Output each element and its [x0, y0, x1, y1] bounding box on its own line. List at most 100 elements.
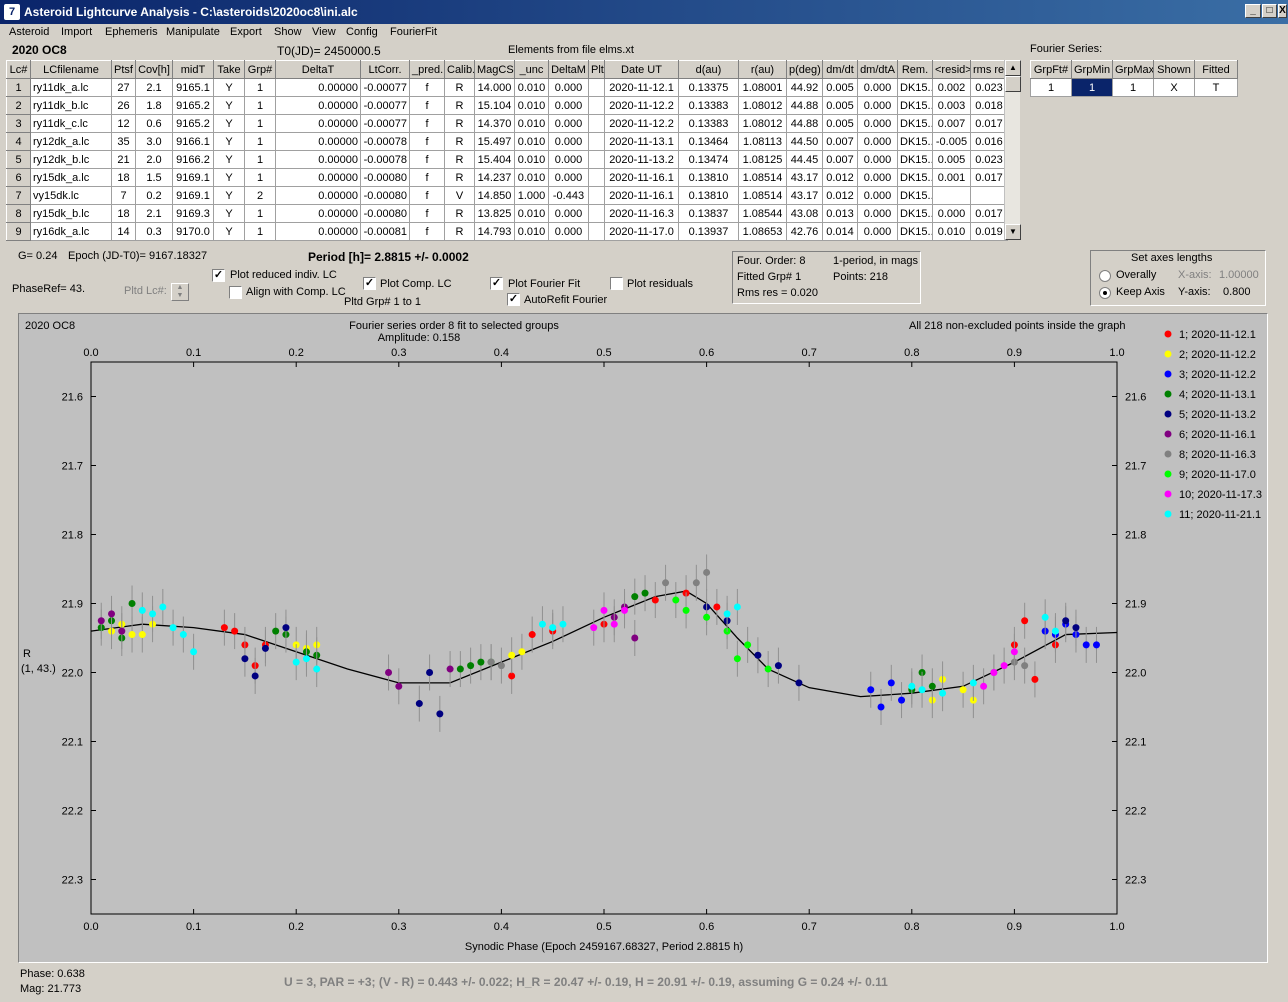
column-header[interactable]: LCfilename [30, 60, 112, 79]
plot-comp-checkbox[interactable]: ✓ [363, 277, 376, 290]
table-cell[interactable]: 9169.1 [172, 168, 214, 187]
table-cell[interactable]: 0.019 [970, 222, 1008, 241]
keep-axis-radio[interactable] [1099, 287, 1111, 299]
fourier-column-header[interactable]: GrpMin [1071, 60, 1113, 79]
table-cell[interactable]: 0.007 [822, 150, 858, 169]
table-cell[interactable]: 0.023 [970, 150, 1008, 169]
minimize-button[interactable]: _ [1245, 4, 1261, 18]
column-header[interactable]: Rem. [897, 60, 933, 79]
table-cell[interactable]: 0.13383 [678, 96, 739, 115]
table-cell[interactable]: 0.13464 [678, 132, 739, 151]
table-cell[interactable]: 15.404 [474, 150, 515, 169]
table-cell[interactable]: 2020-11-13.1 [604, 132, 679, 151]
table-cell[interactable]: DK15.. [897, 168, 933, 187]
table-cell[interactable]: DK15.. [897, 78, 933, 97]
table-cell[interactable]: 0.010 [514, 114, 549, 133]
column-header[interactable]: rms res [970, 60, 1008, 79]
column-header[interactable]: <resid> [932, 60, 971, 79]
table-cell[interactable]: ry11dk_a.lc [30, 78, 112, 97]
table-cell[interactable]: 14.370 [474, 114, 515, 133]
table-cell[interactable]: 2020-11-16.1 [604, 186, 679, 205]
table-cell[interactable]: 26 [111, 96, 136, 115]
row-number[interactable]: 5 [6, 150, 31, 169]
table-cell[interactable] [932, 186, 971, 205]
table-cell[interactable] [588, 204, 605, 223]
table-cell[interactable]: 2020-11-16.1 [604, 168, 679, 187]
table-cell[interactable]: 0.00000 [275, 132, 361, 151]
table-row[interactable]: 7 vy15dk.lc 7 0.2 9169.1 Y 2 0.00000 -0.00080 f V 1… [6, 186, 1008, 205]
table-row[interactable]: 4 ry12dk_a.lc 35 3.0 9166.1 Y 1 0.00000 -0.00078… [6, 132, 1008, 151]
table-cell[interactable]: f [409, 168, 445, 187]
column-header[interactable]: Ptsf [111, 60, 136, 79]
table-cell[interactable]: 0.007 [822, 132, 858, 151]
table-cell[interactable]: 0.000 [932, 204, 971, 223]
menu-asteroid[interactable]: Asteroid [9, 26, 50, 38]
table-cell[interactable]: 2020-11-17.0 [604, 222, 679, 241]
fourier-column-header[interactable]: GrpFt# [1030, 60, 1072, 79]
column-header[interactable]: midT [172, 60, 214, 79]
table-cell[interactable]: R [444, 204, 475, 223]
scroll-up-icon[interactable]: ▲ [1005, 60, 1021, 76]
table-cell[interactable]: DK15.. [897, 186, 933, 205]
column-header[interactable]: Date UT [604, 60, 679, 79]
table-cell[interactable]: 0.00000 [275, 150, 361, 169]
table-cell[interactable]: 0.003 [932, 96, 971, 115]
table-cell[interactable]: 0.000 [548, 132, 589, 151]
table-cell[interactable]: 1 [244, 132, 276, 151]
table-cell[interactable]: f [409, 204, 445, 223]
table-row[interactable]: 9 ry16dk_a.lc 14 0.3 9170.0 Y 1 0.00000 -0.00081… [6, 222, 1008, 241]
table-cell[interactable]: 1 [244, 168, 276, 187]
table-cell[interactable]: 1 [244, 222, 276, 241]
menu-import[interactable]: Import [61, 26, 93, 38]
fourier-column-header[interactable]: GrpMax [1112, 60, 1154, 79]
table-cell[interactable]: ry11dk_c.lc [30, 114, 112, 133]
table-cell[interactable] [588, 186, 605, 205]
table-cell[interactable]: 0.000 [857, 204, 898, 223]
xaxis-value[interactable]: 1.00000 [1219, 269, 1259, 281]
table-cell[interactable]: ry11dk_b.lc [30, 96, 112, 115]
table-cell[interactable]: 0.00000 [275, 222, 361, 241]
table-cell[interactable]: R [444, 132, 475, 151]
column-header[interactable]: _unc [514, 60, 549, 79]
table-cell[interactable]: 0.00000 [275, 168, 361, 187]
table-row[interactable]: 5 ry12dk_b.lc 21 2.0 9166.2 Y 1 0.00000 -0.00078… [6, 150, 1008, 169]
pltd-lc-spinner[interactable]: ▲ ▼ [171, 283, 189, 301]
table-cell[interactable]: -0.00080 [360, 204, 410, 223]
table-cell[interactable]: R [444, 114, 475, 133]
plot-fourier-checkbox[interactable]: ✓ [490, 277, 503, 290]
table-cell[interactable]: Y [213, 150, 245, 169]
table-cell[interactable]: 12 [111, 114, 136, 133]
table-cell[interactable]: 0.000 [857, 150, 898, 169]
table-cell[interactable]: 0.005 [822, 78, 858, 97]
overally-radio[interactable] [1099, 270, 1111, 282]
table-cell[interactable]: -0.00077 [360, 114, 410, 133]
row-number[interactable]: 3 [6, 114, 31, 133]
table-cell[interactable]: DK15.. [897, 150, 933, 169]
close-button[interactable]: X [1278, 4, 1287, 18]
table-cell[interactable]: 0.000 [548, 222, 589, 241]
table-cell[interactable]: 44.45 [786, 150, 823, 169]
table-cell[interactable]: 0.2 [135, 186, 173, 205]
table-row[interactable]: 8 ry15dk_b.lc 18 2.1 9169.3 Y 1 0.00000 -0.00080… [6, 204, 1008, 223]
row-number[interactable]: 7 [6, 186, 31, 205]
table-cell[interactable]: 0.000 [857, 78, 898, 97]
table-cell[interactable]: 44.50 [786, 132, 823, 151]
table-cell[interactable]: 18 [111, 204, 136, 223]
menu-view[interactable]: View [312, 26, 336, 38]
table-cell[interactable] [588, 168, 605, 187]
table-cell[interactable]: 44.92 [786, 78, 823, 97]
lightcurve-table[interactable]: Lc# LCfilename Ptsf Cov[h] midT Take Grp# Delta… [6, 60, 1008, 241]
table-cell[interactable]: 0.010 [514, 132, 549, 151]
lightcurve-plot-panel[interactable]: 2020 OC8 Fourier series order 8 fit to se… [18, 313, 1268, 963]
fourier-column-header[interactable]: Shown [1153, 60, 1195, 79]
table-cell[interactable]: 43.08 [786, 204, 823, 223]
table-cell[interactable]: vy15dk.lc [30, 186, 112, 205]
column-header[interactable]: Plt [588, 60, 605, 79]
table-cell[interactable]: 1.5 [135, 168, 173, 187]
menu-export[interactable]: Export [230, 26, 262, 38]
column-header[interactable]: d(au) [678, 60, 739, 79]
table-cell[interactable]: Y [213, 186, 245, 205]
table-cell[interactable] [588, 78, 605, 97]
table-cell[interactable]: 44.88 [786, 114, 823, 133]
